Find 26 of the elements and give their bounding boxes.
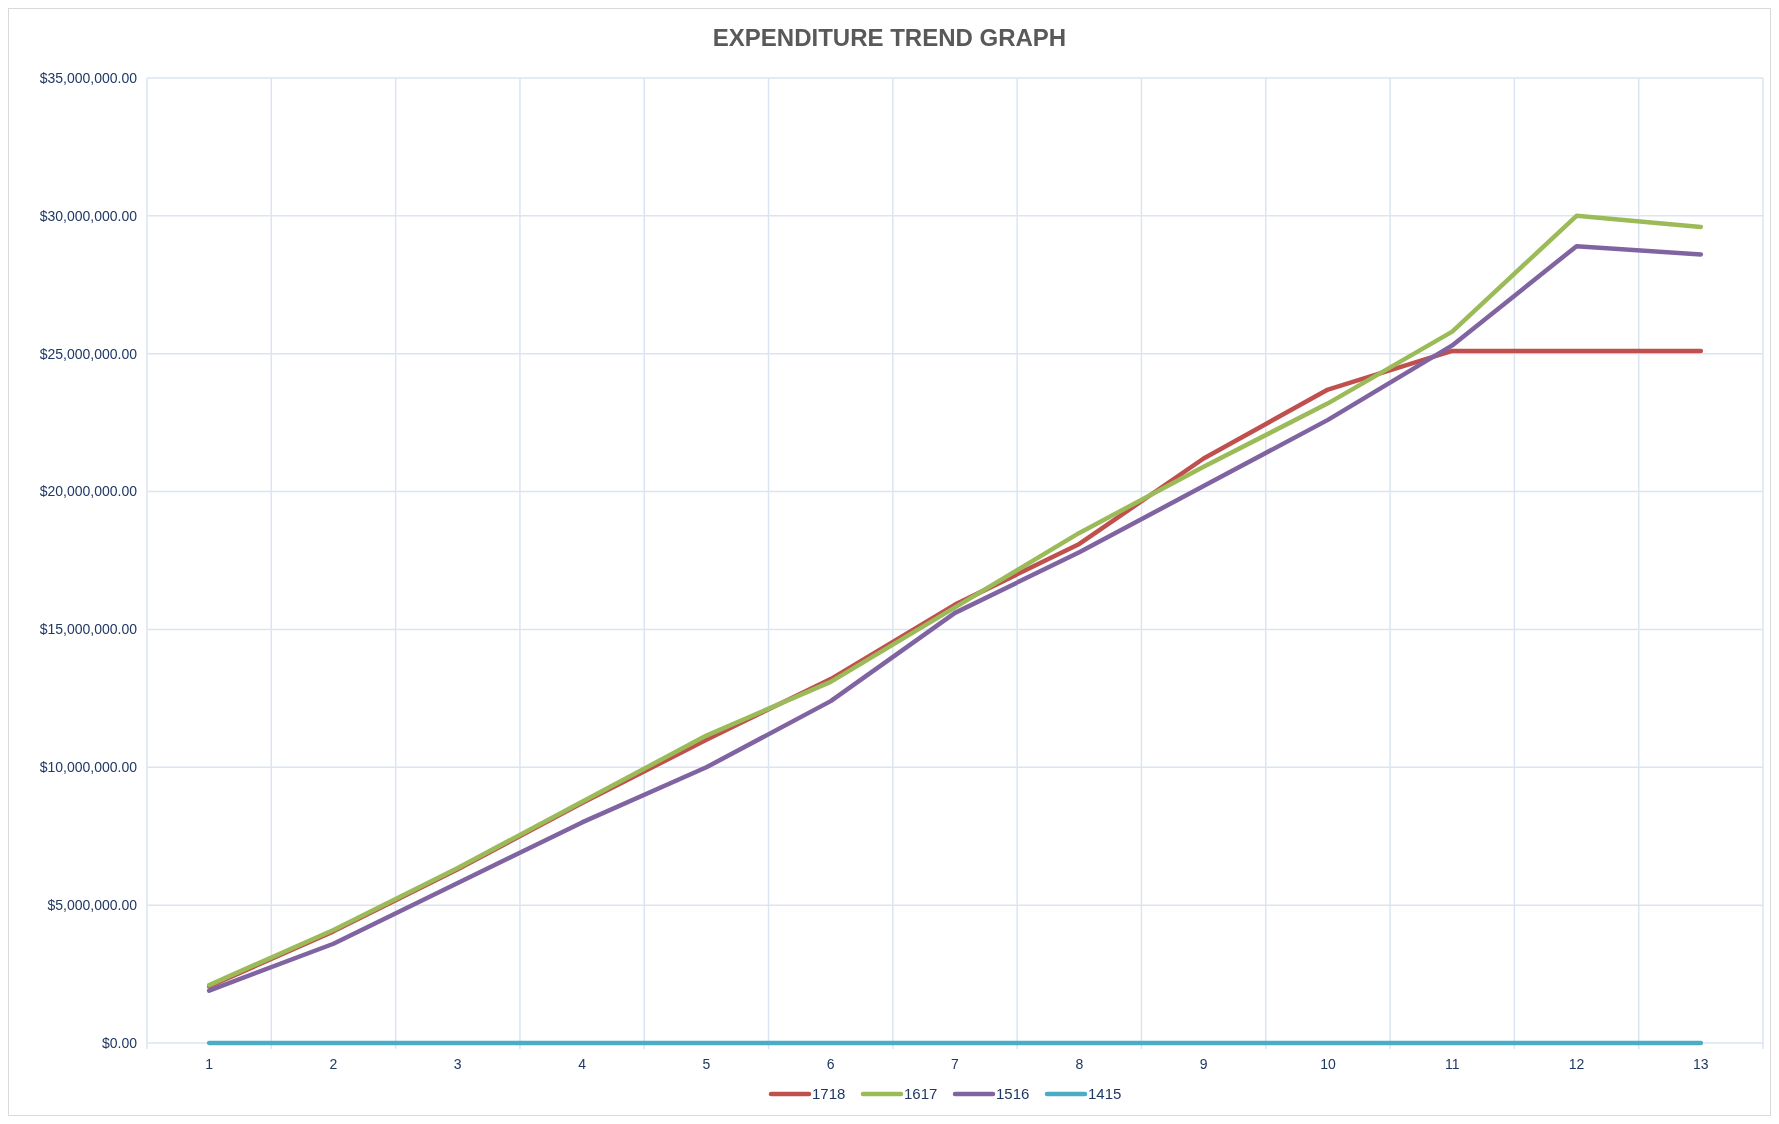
legend-label: 1718 [812, 1085, 846, 1103]
x-tick-label: 5 [702, 1056, 711, 1072]
x-tick-label: 8 [1075, 1056, 1084, 1072]
legend-label: 1516 [996, 1085, 1030, 1103]
x-tick-label: 13 [1693, 1056, 1709, 1072]
x-tick-label: 2 [329, 1056, 338, 1072]
x-tick-label: 9 [1199, 1056, 1208, 1072]
x-tick-label: 7 [951, 1056, 960, 1072]
x-tick-label: 4 [578, 1056, 587, 1072]
y-tick-label: $35,000,000.00 [39, 69, 138, 86]
y-tick-label: $5,000,000.00 [47, 897, 138, 914]
chart-title: EXPENDITURE TREND GRAPH [712, 24, 1067, 51]
x-tick-label: 6 [826, 1056, 835, 1072]
y-tick-label: $10,000,000.00 [39, 759, 138, 776]
y-tick-label: $30,000,000.00 [39, 207, 138, 224]
x-tick-label: 11 [1444, 1056, 1460, 1072]
legend-label: 1617 [904, 1085, 938, 1103]
x-tick-label: 3 [453, 1056, 462, 1072]
x-tick-label: 10 [1320, 1056, 1336, 1072]
y-tick-label: $25,000,000.00 [39, 345, 138, 362]
y-tick-label: $20,000,000.00 [39, 483, 138, 500]
x-tick-label: 1 [205, 1056, 214, 1072]
y-tick-label: $0.00 [101, 1034, 138, 1051]
y-tick-label: $15,000,000.00 [39, 621, 138, 638]
legend-label: 1415 [1088, 1085, 1122, 1103]
x-tick-label: 12 [1568, 1056, 1585, 1072]
